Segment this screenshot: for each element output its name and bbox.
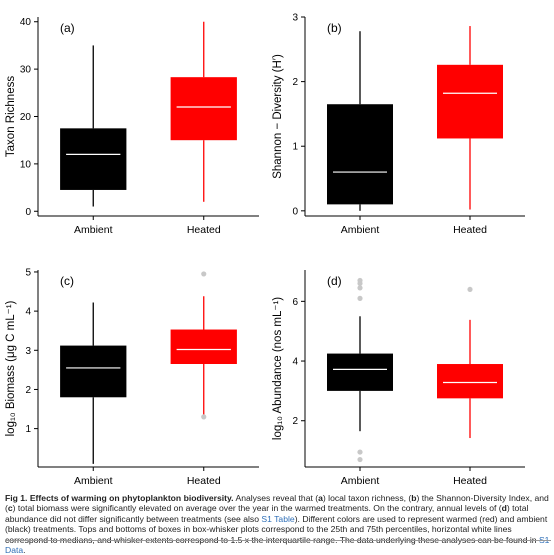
y-tick-label: 5 (25, 267, 31, 278)
panel-label: (b) (327, 21, 342, 35)
y-tick-label: 3 (25, 346, 31, 357)
y-tick-label: 30 (20, 65, 32, 76)
x-tick-label: Ambient (74, 475, 113, 487)
s1-table-link[interactable]: S1 Table (261, 513, 295, 524)
caption-c: c (7, 503, 13, 514)
y-tick-label: 2 (292, 416, 298, 427)
panel-label: (c) (60, 274, 74, 288)
caption-text-7: . (23, 545, 26, 555)
ambient-outlier-point (357, 456, 363, 463)
caption-d: d (501, 503, 507, 514)
y-axis-title: Taxon Richness (5, 76, 17, 157)
caption-label: Fig 1. Effects of warming on phytoplankt… (5, 493, 234, 503)
heated-box (437, 64, 503, 139)
caption-text-2: ) local taxon richness, ( (322, 493, 412, 503)
x-tick-label: Heated (453, 224, 487, 236)
y-tick-label: 6 (292, 297, 298, 308)
y-axis-title: log₁₀ Abundance (nos mL⁻¹) (272, 297, 284, 440)
figure-caption: Fig 1. Effects of warming on phytoplankt… (5, 493, 551, 555)
y-tick-label: 1 (25, 424, 31, 435)
y-tick-label: 3 (292, 13, 298, 24)
y-tick-label: 2 (292, 77, 298, 88)
panel-a: 0 10 20 30 40 Ambient Heated Taxon Richness (a) (5, 17, 259, 236)
y-axis-title: Shannon − Diversity (H′) (272, 54, 284, 179)
caption-text-1: Analyses reveal that ( (233, 493, 319, 503)
x-tick-label: Heated (187, 224, 221, 236)
panel-c: 1 2 3 4 5 Ambient Heated log₁₀ Biomass (μg C mL… (5, 267, 259, 487)
x-tick-label: Ambient (341, 475, 380, 487)
x-tick-label: Ambient (74, 224, 113, 236)
y-axis-title: log₁₀ Biomass (μg C mL⁻¹) (5, 300, 17, 436)
x-tick-label: Heated (453, 475, 487, 487)
heated-outlier-point (201, 271, 207, 277)
y-tick-label: 0 (292, 206, 298, 217)
caption-b: b (411, 493, 417, 503)
panel-d: 2 4 6 Ambient Heated log₁₀ Abundance (nos mL⁻… (272, 270, 525, 487)
ambient-box (60, 128, 127, 190)
caption-text-3: ) the Shannon-Diversity Index, and ( (5, 493, 549, 514)
heated-box (170, 329, 237, 364)
y-tick-label: 10 (20, 159, 32, 170)
y-tick-label: 20 (20, 112, 32, 123)
y-tick-label: 2 (25, 385, 31, 396)
x-tick-label: Heated (187, 475, 221, 487)
caption-text-5: ) total abundance did not differ signifi… (5, 503, 529, 524)
ambient-box (60, 345, 127, 398)
caption-text-4: ) total biomass were significantly eleva… (12, 503, 502, 514)
heated-box (437, 364, 503, 399)
ambient-outlier-point (357, 295, 363, 301)
caption-text-6: ). Different colors are used to represen… (5, 513, 548, 545)
ambient-box (327, 104, 393, 205)
caption-rule (5, 540, 551, 541)
y-tick-label: 0 (25, 207, 31, 218)
panel-label: (d) (327, 274, 342, 288)
heated-outlier-point (201, 414, 207, 420)
caption-a: a (318, 493, 323, 503)
panel-label: (a) (60, 21, 75, 35)
panel-b: 0 1 2 3 Ambient Heated Shannon − Diversity (H′… (272, 13, 525, 236)
heated-box (170, 77, 237, 141)
heated-outlier-point (467, 286, 473, 293)
ambient-outlier-point (357, 285, 363, 291)
y-tick-label: 4 (292, 357, 298, 368)
y-tick-label: 40 (20, 17, 32, 28)
ambient-box (327, 353, 393, 391)
x-tick-label: Ambient (341, 224, 380, 236)
y-tick-label: 1 (292, 142, 298, 153)
y-tick-label: 4 (25, 307, 31, 318)
ambient-outlier-point (357, 449, 363, 455)
ambient-outlier-point (357, 280, 363, 287)
